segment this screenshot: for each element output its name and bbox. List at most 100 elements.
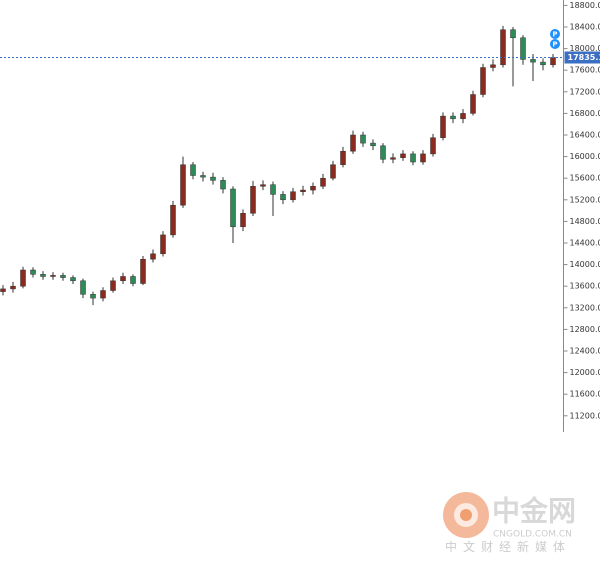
candle [170,200,176,238]
watermark-brand: 中金网 [492,494,576,526]
candle-body [390,157,396,160]
y-tick-label: 13600.0 [570,282,600,291]
candle [30,267,36,278]
candle-body [180,164,186,206]
trade-marker-label: P [552,31,557,39]
candle [390,153,396,164]
candle [520,35,526,65]
y-tick-label: 14400.0 [570,239,600,248]
trade-marker-label: P [552,41,557,49]
candle-body [220,180,226,190]
candle [400,150,406,161]
current-price-box [564,51,600,64]
candle-body [510,29,516,39]
candle [240,209,246,232]
candle-body [190,164,196,176]
candle-body [350,134,356,152]
candle-body [310,186,316,191]
candle [470,90,476,116]
candle-body [140,258,146,284]
candle-body [110,280,116,291]
y-tick-label: 12000.0 [570,368,600,377]
candle [270,181,276,216]
y-tick-label: 17200.0 [570,87,600,96]
candle-body [550,57,556,66]
candle [500,25,506,68]
candle [90,291,96,306]
candle-body [70,277,76,282]
candle [410,151,416,166]
candle [450,112,456,124]
candle [460,109,466,124]
candle-body [540,61,546,66]
candle [340,146,346,168]
y-tick-label: 11600.0 [570,390,600,399]
trade-marker [550,39,560,49]
candle [540,58,546,71]
y-tick-label: 16800.0 [570,109,600,118]
candle [360,131,366,147]
candle-body [320,177,326,187]
candle [10,281,16,293]
candle [440,112,446,141]
trade-marker [550,29,560,39]
candle-body [440,115,446,138]
candle [290,187,296,203]
candle-body [120,276,126,282]
y-tick-label: 12800.0 [570,325,600,334]
candle-body [290,191,296,201]
candle-body [160,234,166,255]
candle [530,54,536,81]
candle [80,278,86,299]
candle-body [430,137,436,155]
candle [60,272,66,281]
candle-body [150,253,156,260]
candle [0,285,6,296]
candle-body [480,67,486,95]
candle [300,185,306,196]
candle [200,171,206,182]
candle-body [50,275,56,277]
candle-body [0,288,6,292]
candle [330,160,336,181]
candle [370,139,376,151]
y-tick-label: 18000.0 [570,44,600,53]
candle [210,172,216,185]
candle [260,180,266,191]
candle [160,231,166,257]
candle [250,180,256,216]
candle-body [530,59,536,63]
candle [230,186,236,243]
candle-body [380,145,386,160]
candle-body [340,150,346,165]
candle [430,133,436,157]
candle-body [210,176,216,181]
logo-core [460,509,472,521]
candle-body [230,188,236,228]
candle-body [250,186,256,214]
candle-body [200,175,206,178]
candle-body [10,285,16,290]
candle-body [300,189,306,192]
candle [280,191,286,205]
y-tick-label: 12400.0 [570,347,600,356]
candle [70,275,76,285]
candle [380,143,386,164]
candle-body [260,184,266,187]
candle [50,272,56,280]
candle [220,177,226,194]
candle-body [170,204,176,236]
candle [110,277,116,293]
candle [40,271,46,280]
y-tick-label: 15200.0 [570,195,600,204]
y-tick-label: 14800.0 [570,217,600,226]
candle [190,162,196,180]
y-tick-label: 18800.0 [570,1,600,10]
candle [320,173,326,189]
y-tick-label: 14000.0 [570,260,600,269]
candle-body [90,294,96,299]
candle-body [370,142,376,147]
candle-body [500,29,506,66]
candle [510,27,516,87]
